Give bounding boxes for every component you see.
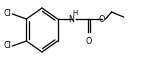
Text: O: O: [98, 15, 105, 24]
Text: N: N: [69, 15, 75, 24]
Text: H: H: [72, 10, 77, 16]
Text: Cl: Cl: [3, 42, 11, 51]
Text: Cl: Cl: [3, 9, 11, 18]
Text: O: O: [85, 37, 92, 46]
